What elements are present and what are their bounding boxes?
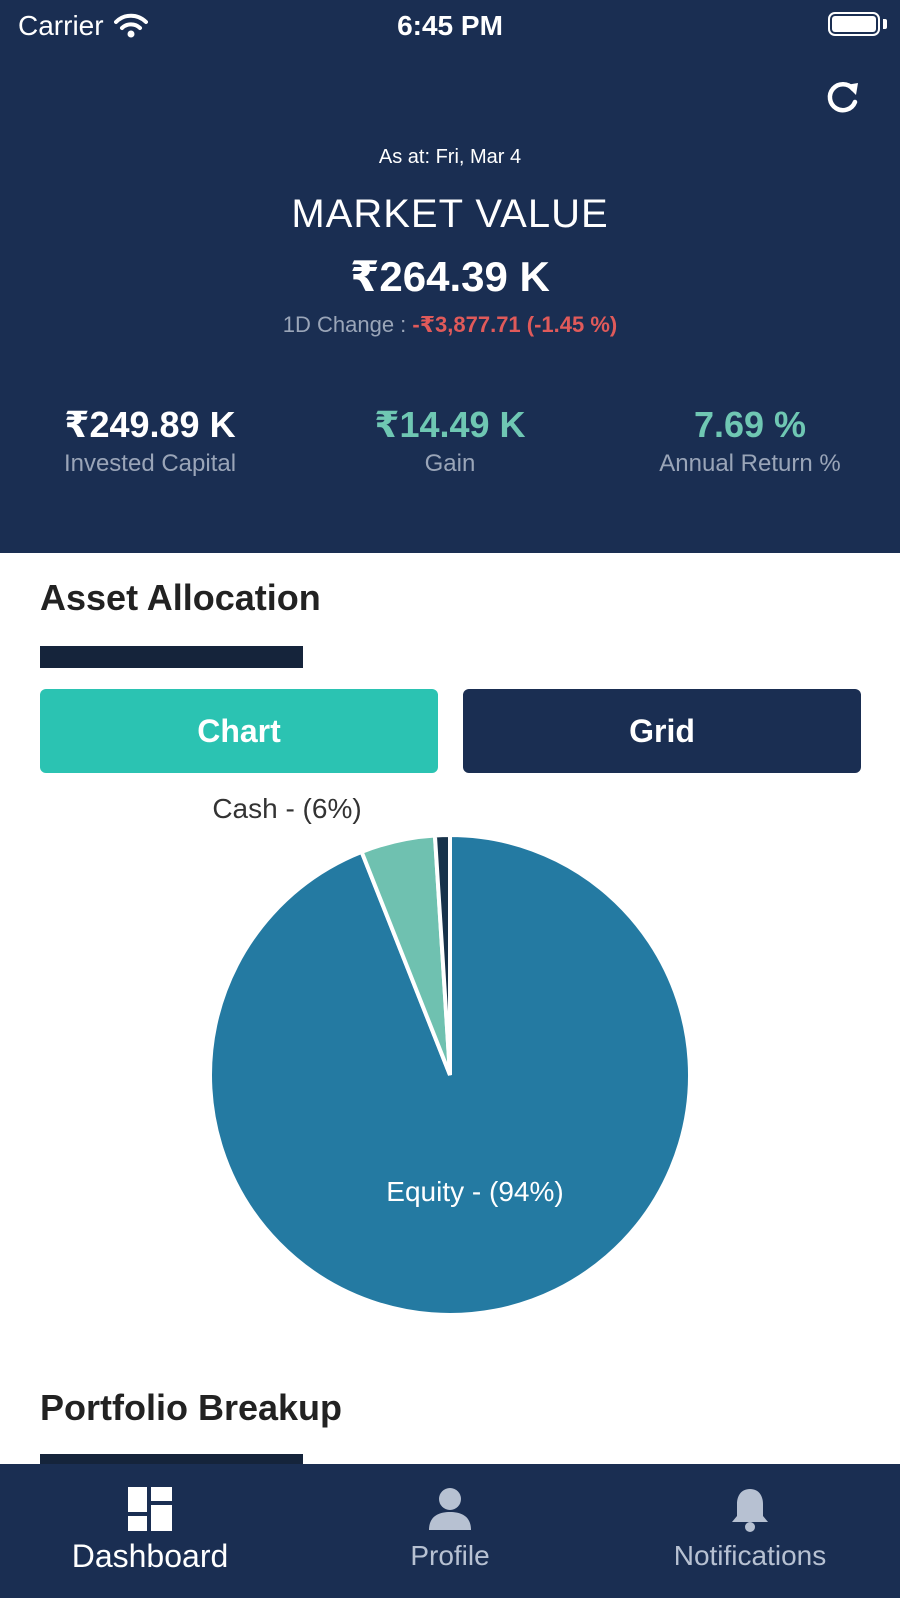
section-underline-2 (40, 1454, 303, 1464)
gain-label: Gain (424, 450, 476, 477)
chart-view-button[interactable]: Chart (40, 689, 438, 773)
section-underline (40, 646, 303, 668)
carrier-label: Carrier (18, 10, 104, 41)
asset-allocation-pie-chart: Equity - (94%) Cash - (6%) (208, 793, 692, 1317)
tab-profile[interactable]: Profile (300, 1464, 600, 1598)
portfolio-header: Carrier 6:45 PM As at: Fri, Mar 4 MARKET… (0, 0, 900, 553)
tab-notifications[interactable]: Notifications (600, 1464, 900, 1598)
annual-return-label: Annual Return % (659, 450, 841, 477)
invested-capital-label: Invested Capital (63, 450, 237, 477)
refresh-icon[interactable] (822, 78, 862, 118)
profile-icon (429, 1488, 471, 1530)
asset-allocation-title: Asset Allocation (40, 577, 321, 618)
gain-value: ₹14.49 K (374, 404, 526, 445)
market-value-title: MARKET VALUE (291, 192, 609, 236)
tab-dashboard-label: Dashboard (71, 1538, 229, 1574)
market-value-amount: ₹264.39 K (350, 253, 550, 300)
annual-return-stat: 7.69 % Annual Return % (600, 404, 900, 478)
annual-return-value: 7.69 % (693, 404, 807, 445)
tab-notifications-label: Notifications (673, 1540, 827, 1571)
tab-dashboard[interactable]: Dashboard (0, 1464, 300, 1598)
clock: 6:45 PM (397, 10, 503, 41)
pie-slice-0 (208, 832, 692, 1317)
as-at-date: As at: Fri, Mar 4 (378, 146, 522, 168)
portfolio-breakup-title: Portfolio Breakup (40, 1387, 343, 1428)
dashboard-icon (128, 1487, 172, 1531)
bell-icon (732, 1489, 768, 1532)
pie-slice-2 (432, 832, 452, 1076)
carrier-info: Carrier (18, 10, 148, 42)
grid-view-button[interactable]: Grid (463, 689, 861, 773)
battery-tip (883, 19, 887, 29)
day-change-label: 1D Change : (282, 312, 413, 337)
day-change: 1D Change : -₹3,877.71 (-1.45 %) (0, 312, 900, 338)
battery-icon (828, 12, 880, 36)
invested-capital-value: ₹249.89 K (64, 404, 236, 445)
invested-capital-stat: ₹249.89 K Invested Capital (0, 404, 300, 478)
cash-slice-label: Cash - (6%) (212, 793, 361, 824)
equity-slice-label: Equity - (94%) (386, 1176, 563, 1207)
wifi-icon (113, 13, 148, 38)
status-bar: Carrier 6:45 PM (0, 0, 900, 52)
tab-profile-label: Profile (410, 1540, 490, 1571)
summary-stats: ₹249.89 K Invested Capital ₹14.49 K Gain… (0, 404, 900, 478)
bottom-tab-bar: Dashboard Profile Notifications (0, 1464, 900, 1598)
day-change-value: -₹3,877.71 (-1.45 %) (412, 312, 618, 337)
gain-stat: ₹14.49 K Gain (300, 404, 600, 478)
